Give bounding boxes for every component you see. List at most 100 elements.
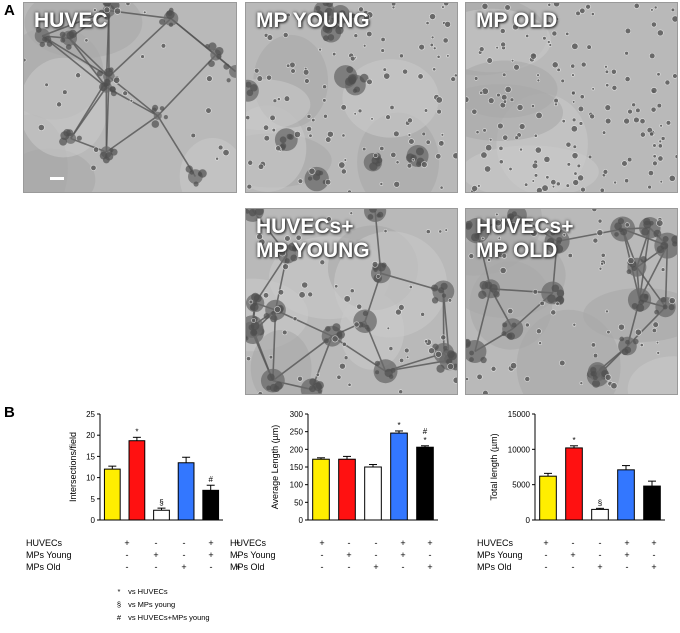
y-tick-label: 200 <box>290 445 304 454</box>
micrograph-label: MP OLD <box>476 9 558 32</box>
condition-sign: - <box>182 538 186 548</box>
condition-sign: - <box>571 538 575 548</box>
panel-b-label: B <box>4 404 15 421</box>
condition-sign: - <box>182 550 186 560</box>
condition-name: HUVECs <box>230 538 267 548</box>
y-tick-label: 0 <box>299 516 304 525</box>
legend-item: § vs MPs young <box>112 600 210 613</box>
y-tick-label: 15 <box>86 452 95 461</box>
micrograph-texture <box>246 209 457 394</box>
y-tick-label: 250 <box>290 428 304 437</box>
condition-sign: - <box>571 562 575 572</box>
significance-mark: # <box>423 427 428 436</box>
bar <box>338 458 356 521</box>
bar <box>202 489 220 521</box>
y-tick-label: 0 <box>526 516 531 525</box>
legend-symbol: * <box>117 587 121 596</box>
legend-symbol: § <box>116 600 122 609</box>
condition-name: HUVECs <box>477 538 514 548</box>
condition-sign: + <box>570 550 576 560</box>
condition-name: MPs Old <box>477 562 512 572</box>
condition-sign: + <box>427 538 433 548</box>
y-tick-label: 100 <box>290 481 304 490</box>
bar <box>103 468 121 521</box>
micrograph-label: MP YOUNG <box>256 9 370 32</box>
condition-sign: - <box>598 538 602 548</box>
micrograph-label: HUVECs+ MP OLD <box>476 215 574 262</box>
condition-sign: + <box>543 538 549 548</box>
significance-mark: # <box>208 475 213 484</box>
chart-intersections: 0 5 10 15 20 25 Intersections/field * § # <box>0 408 223 528</box>
y-tick-label: 10000 <box>508 445 531 454</box>
bar-chart-total-length: 0 5000 10000 15000 Total length (µm) * § <box>489 410 665 525</box>
condition-sign: - <box>320 550 324 560</box>
condition-sign: - <box>347 562 351 572</box>
y-tick-label: 15000 <box>508 410 531 419</box>
y-tick-label: 50 <box>294 498 303 507</box>
bar <box>177 462 195 521</box>
legend-text: vs HUVECs+MPs young <box>128 613 210 622</box>
legend-text: vs HUVECs <box>128 587 168 596</box>
y-tick-label: 10 <box>86 474 95 483</box>
condition-name: HUVECs <box>26 538 63 548</box>
bar <box>416 446 434 521</box>
condition-sign: - <box>652 550 656 560</box>
condition-name: MPs Young <box>26 550 72 560</box>
condition-sign: - <box>544 562 548 572</box>
condition-sign: + <box>235 538 241 548</box>
condition-sign: + <box>624 550 630 560</box>
condition-sign: + <box>651 562 657 572</box>
condition-sign: - <box>125 550 129 560</box>
condition-sign: - <box>125 562 129 572</box>
micrograph-texture <box>24 3 236 192</box>
condition-sign: - <box>598 550 602 560</box>
bar <box>539 475 557 521</box>
y-tick-label: 300 <box>290 410 304 419</box>
conditions-table-2: HUVECs + - - + + MPs Young - + - + - MPs Old - - + - + <box>230 538 450 578</box>
bar-chart-intersections: 0 5 10 15 20 25 Intersections/field * § # <box>68 410 223 525</box>
condition-sign: + <box>235 562 241 572</box>
condition-sign: - <box>209 562 213 572</box>
bar <box>390 432 408 521</box>
condition-sign: + <box>153 550 159 560</box>
micrograph-huvec-mp-young: HUVECs+ MP YOUNG <box>245 208 458 395</box>
y-tick-label: 5000 <box>512 481 530 490</box>
condition-sign: - <box>401 562 405 572</box>
condition-sign: + <box>181 562 187 572</box>
bar <box>643 485 661 521</box>
legend-text: vs MPs young <box>128 600 176 609</box>
micrograph-texture <box>466 3 677 192</box>
condition-name: MPs Old <box>230 562 265 572</box>
significance-mark: § <box>598 498 602 507</box>
chart-total-length: 0 5000 10000 15000 Total length (µm) * § <box>455 408 675 528</box>
condition-sign: - <box>374 538 378 548</box>
bar <box>312 458 330 521</box>
condition-name: MPs Young <box>230 550 276 560</box>
condition-sign: + <box>597 562 603 572</box>
condition-sign: + <box>124 538 130 548</box>
condition-name: MPs Old <box>26 562 61 572</box>
condition-sign: - <box>428 550 432 560</box>
bar <box>153 509 170 521</box>
condition-sign: + <box>346 550 352 560</box>
micrograph-huvec: HUVEC <box>23 2 237 193</box>
significance-mark: § <box>159 498 163 507</box>
micrograph-mp-young: MP YOUNG <box>245 2 458 193</box>
condition-sign: + <box>427 562 433 572</box>
micrograph-mp-old: MP OLD <box>465 2 678 193</box>
significance-mark: * <box>572 436 575 445</box>
scale-bar <box>50 177 64 180</box>
bar <box>364 466 382 521</box>
significance-mark: * <box>135 427 138 436</box>
condition-sign: + <box>208 550 214 560</box>
condition-sign: - <box>544 550 548 560</box>
condition-sign: + <box>400 538 406 548</box>
condition-sign: - <box>154 538 158 548</box>
micrograph-huvec-mp-old: HUVECs+ MP OLD <box>465 208 678 395</box>
legend-item: * vs HUVECs <box>112 587 210 600</box>
y-tick-label: 20 <box>86 431 95 440</box>
condition-sign: - <box>347 538 351 548</box>
y-tick-label: 0 <box>91 516 96 525</box>
bar <box>617 469 635 521</box>
panel-a-label: A <box>4 2 15 19</box>
